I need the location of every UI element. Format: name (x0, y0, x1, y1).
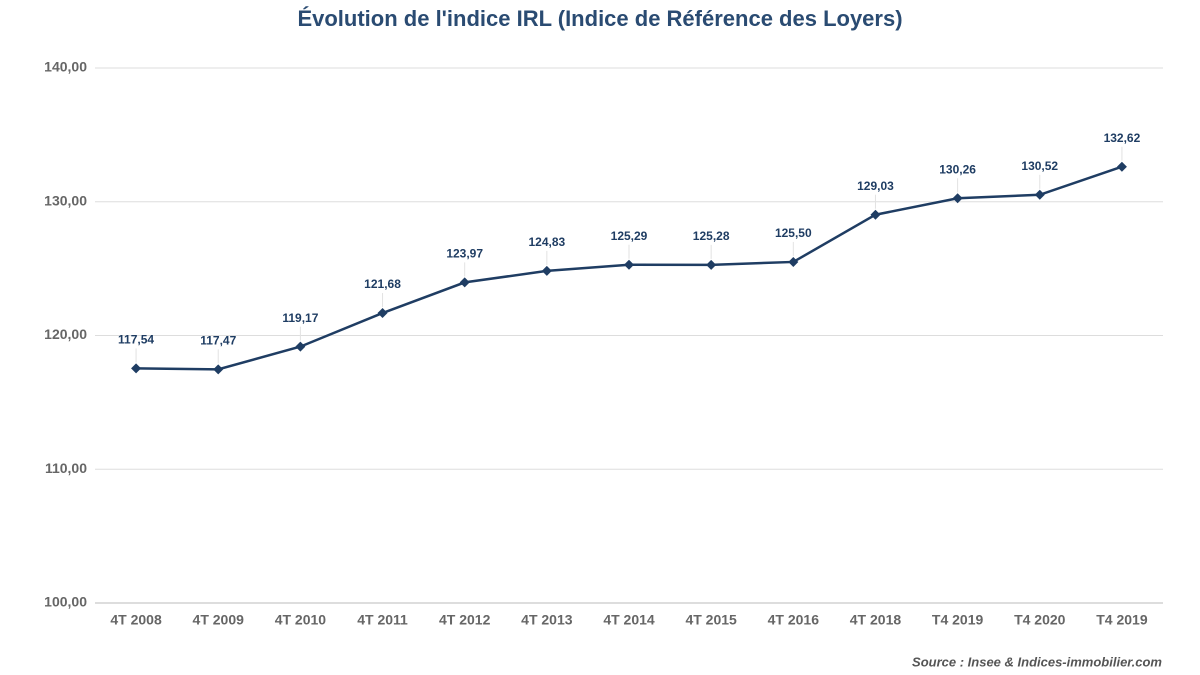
value-label: 125,28 (693, 229, 730, 243)
value-label: 124,83 (528, 235, 565, 249)
marker (870, 209, 881, 220)
y-tick-label: 100,00 (44, 594, 87, 610)
source-note: Source : Insee & Indices-immobilier.com (912, 654, 1162, 669)
marker (706, 259, 717, 270)
marker (624, 259, 634, 270)
x-tick-label: 4T 2012 (439, 612, 491, 628)
y-tick-label: 110,00 (45, 460, 87, 476)
marker (213, 364, 224, 375)
marker (788, 256, 799, 267)
x-tick-label: 4T 2009 (193, 612, 245, 628)
value-label: 125,29 (611, 229, 648, 243)
marker (952, 193, 963, 204)
marker (1034, 189, 1045, 200)
chart-title: Évolution de l'indice IRL (Indice de Réf… (297, 6, 902, 31)
value-label: 129,03 (857, 179, 894, 193)
x-tick-label: 4T 2011 (357, 612, 408, 628)
marker (1116, 161, 1127, 172)
value-label: 119,17 (282, 311, 318, 325)
marker (131, 363, 142, 374)
marker (295, 341, 306, 352)
value-label: 121,68 (364, 277, 401, 291)
value-label: 117,47 (200, 334, 236, 348)
value-label: 130,52 (1021, 159, 1058, 173)
value-label: 123,97 (446, 247, 483, 261)
y-tick-label: 120,00 (44, 326, 87, 342)
marker (459, 277, 470, 288)
x-tick-label: 4T 2014 (603, 612, 655, 628)
x-tick-label: 4T 2010 (275, 612, 327, 628)
value-label: 130,26 (939, 162, 976, 176)
value-label: 117,54 (118, 333, 154, 347)
y-tick-label: 140,00 (44, 59, 87, 75)
x-tick-label: T4 2019 (932, 612, 984, 628)
marker (541, 265, 552, 276)
x-tick-label: 4T 2016 (768, 612, 820, 628)
x-tick-label: T4 2020 (1014, 612, 1066, 628)
value-label: 125,50 (775, 226, 812, 240)
x-tick-label: 4T 2015 (685, 612, 737, 628)
x-tick-label: 4T 2018 (850, 612, 902, 628)
x-tick-label: 4T 2013 (521, 612, 573, 628)
y-tick-label: 130,00 (44, 192, 87, 208)
value-label: 132,62 (1104, 131, 1141, 145)
marker (377, 308, 388, 319)
x-tick-label: T4 2019 (1096, 612, 1148, 628)
x-tick-label: 4T 2008 (110, 612, 162, 628)
